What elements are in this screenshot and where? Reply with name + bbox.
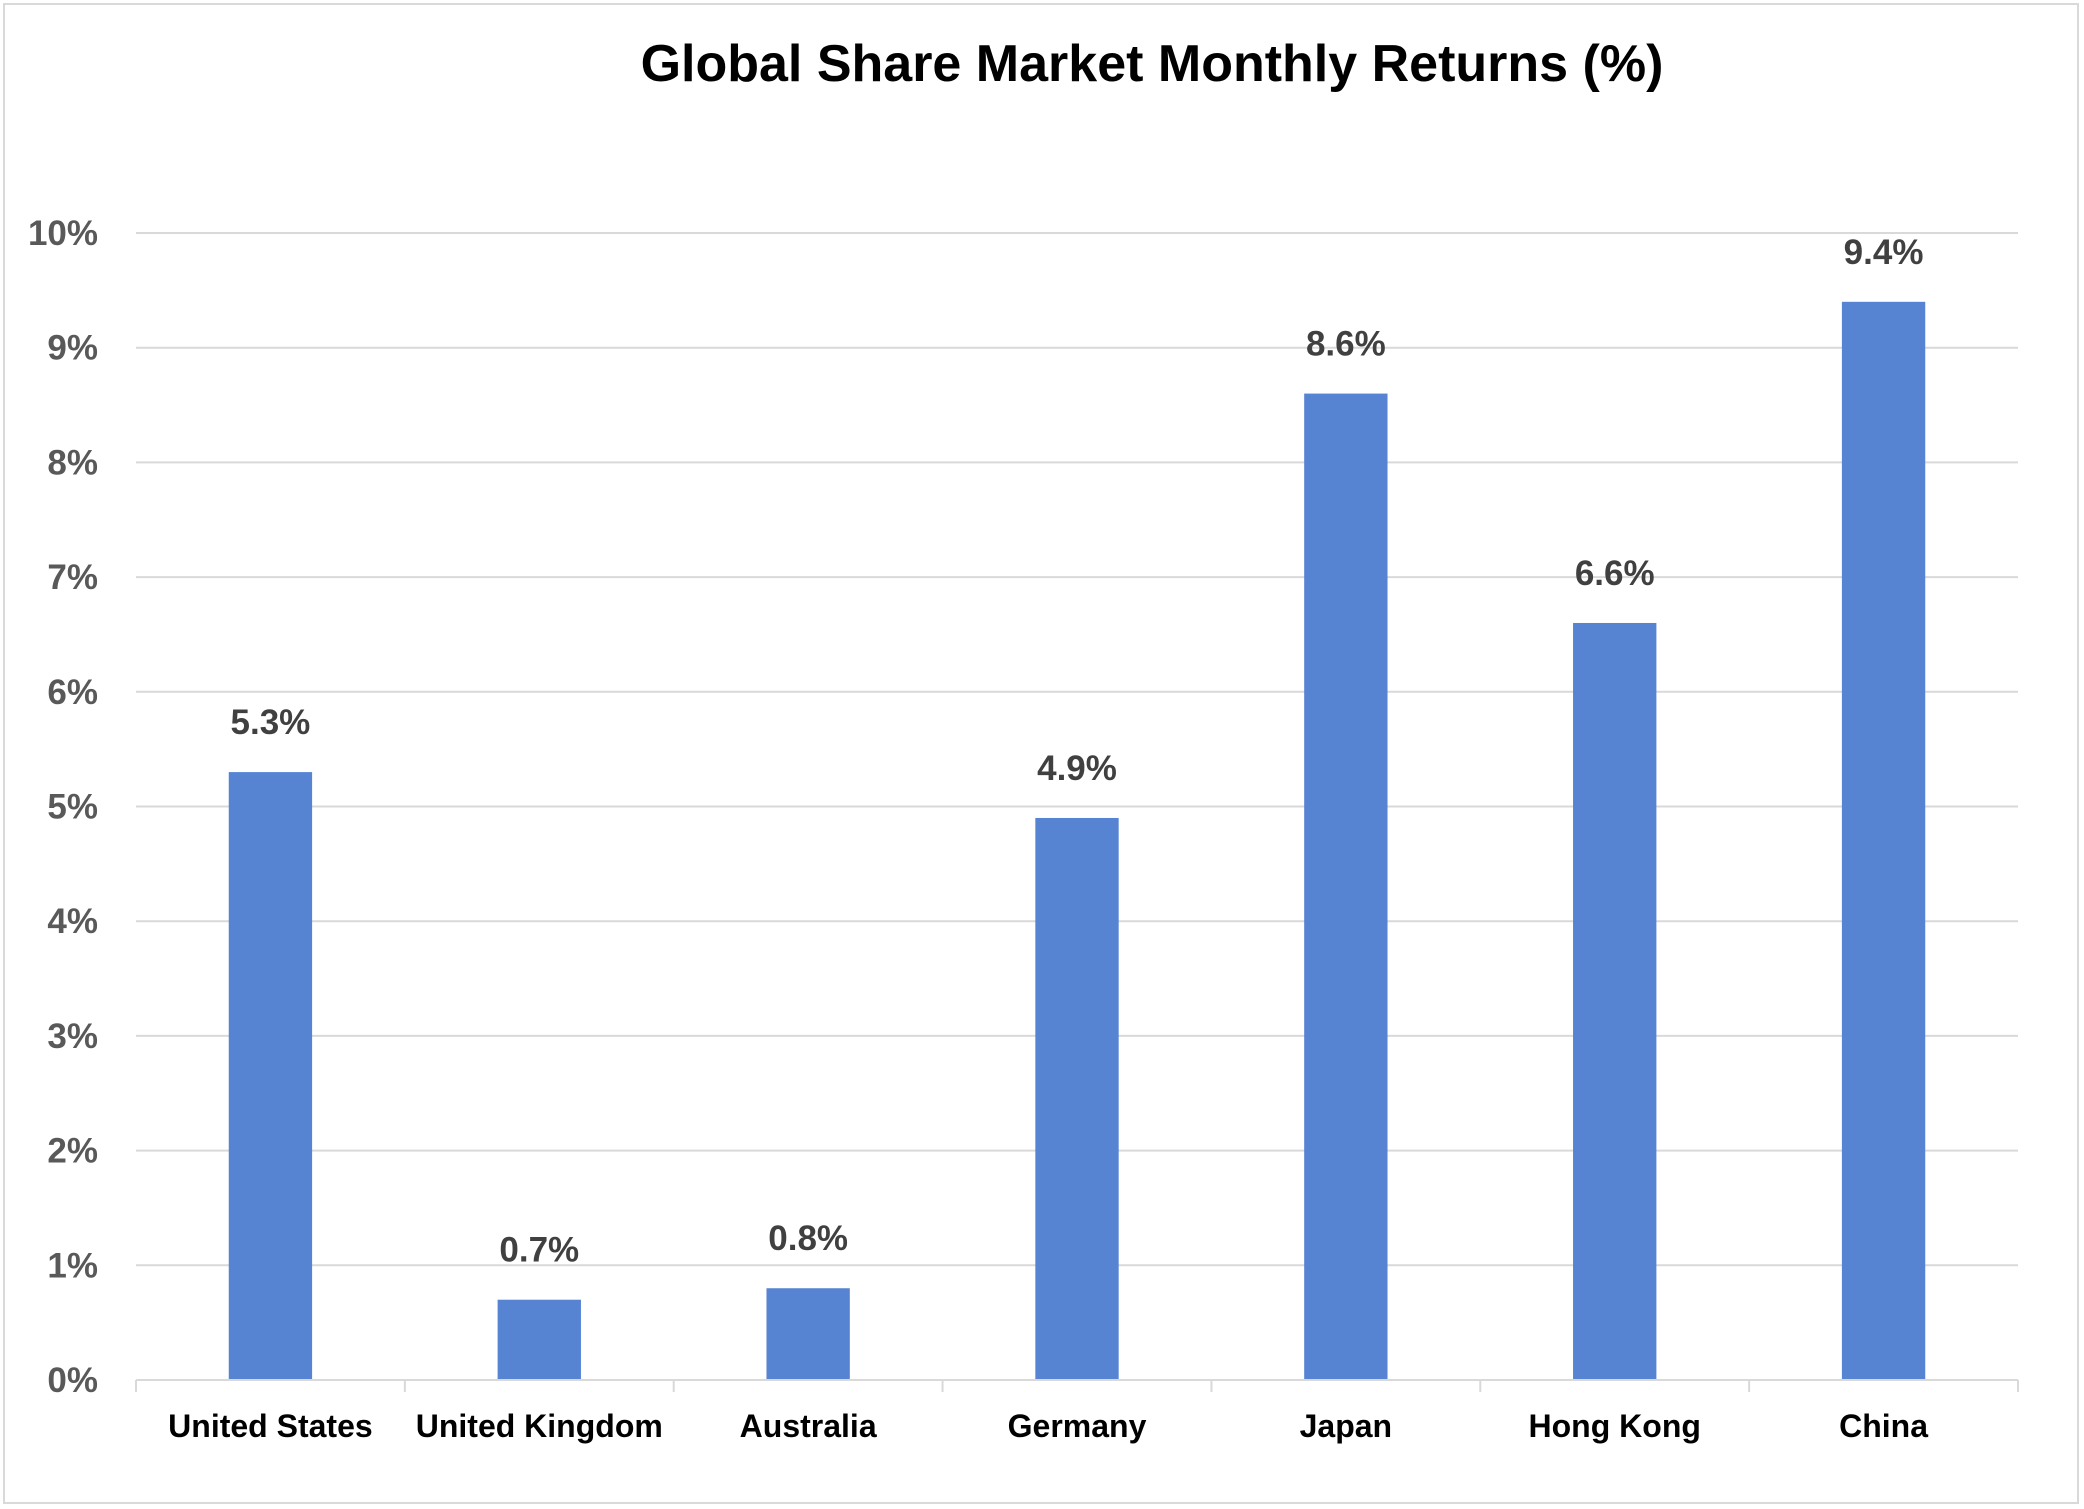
data-label: 0.7% [499, 1231, 579, 1270]
bar [228, 772, 313, 1380]
bar [1035, 817, 1119, 1380]
x-axis [135, 1379, 2019, 1392]
bar [497, 1299, 581, 1380]
data-label: 4.9% [1037, 749, 1117, 788]
y-tick-label: 7% [47, 558, 98, 597]
x-tick-label: United States [168, 1408, 372, 1444]
x-tick-label: Australia [740, 1408, 877, 1444]
y-tick-label: 1% [47, 1246, 98, 1285]
y-tick-label: 5% [47, 788, 98, 827]
x-tick-label: Japan [1300, 1408, 1392, 1444]
y-tick-label: 9% [47, 329, 98, 368]
x-tick-label: Germany [1008, 1408, 1147, 1444]
bar [1841, 301, 1926, 1380]
labels: 0% 1% 2% 3% 4% 5% 6% 7% 8% 9% 10% 5.3% United States… [28, 214, 1928, 1444]
bar [1304, 393, 1388, 1381]
bar [1573, 622, 1657, 1380]
data-label: 9.4% [1844, 233, 1924, 272]
data-label: 0.8% [768, 1219, 848, 1258]
data-label: 6.6% [1575, 554, 1655, 593]
y-tick-label: 6% [47, 673, 98, 712]
y-tick-label: 2% [47, 1132, 98, 1171]
x-tick-label: China [1839, 1408, 1928, 1444]
data-label: 8.6% [1306, 325, 1386, 364]
y-tick-label: 4% [47, 902, 98, 941]
x-tick-label: Hong Kong [1529, 1408, 1701, 1444]
y-tick-label: 10% [28, 214, 98, 253]
chart-title: Global Share Market Monthly Returns (%) [640, 35, 1664, 93]
bar [766, 1288, 850, 1380]
y-tick-label: 0% [47, 1361, 98, 1400]
x-tick-label: United Kingdom [416, 1408, 663, 1444]
bars [228, 301, 1926, 1381]
y-tick-label: 3% [47, 1017, 98, 1056]
data-label: 5.3% [231, 703, 311, 742]
y-tick-label: 8% [47, 443, 98, 482]
